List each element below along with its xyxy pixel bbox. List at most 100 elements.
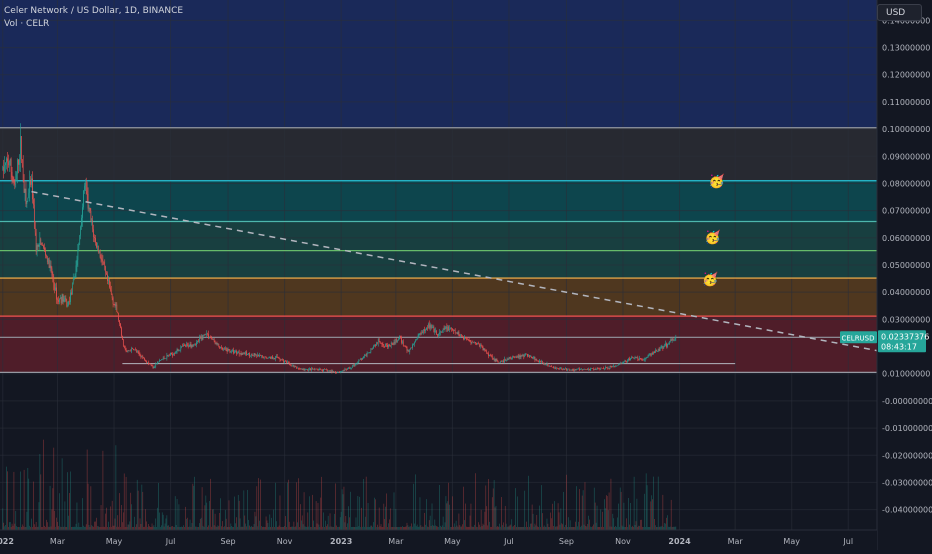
candle-body: [404, 346, 406, 347]
volume-bar: [265, 516, 267, 530]
candle-body: [622, 362, 624, 363]
volume-bar: [312, 494, 313, 530]
volume-bar: [303, 492, 305, 530]
candle-body: [555, 367, 557, 369]
candle-body: [284, 360, 285, 363]
volume-bar: [589, 519, 590, 530]
volume-bar: [181, 526, 183, 530]
candle-body: [176, 349, 178, 353]
y-tick-1: 0.13000000: [882, 44, 930, 53]
volume-bar: [46, 519, 47, 530]
volume-bar: [619, 487, 621, 530]
volume-bar: [478, 524, 480, 530]
volume-bar: [100, 505, 102, 530]
volume-bar: [73, 526, 75, 530]
volume-bar: [300, 520, 302, 530]
candle-body: [28, 192, 30, 198]
candle-body: [269, 356, 271, 358]
volume-bar: [489, 521, 490, 530]
volume-bar: [189, 519, 191, 530]
volume-bar: [361, 507, 362, 530]
fib-zone-3: [0, 221, 877, 251]
volume-bar: [173, 527, 175, 530]
candle-body: [562, 369, 564, 370]
volume-bar: [612, 513, 614, 530]
volume-bar: [577, 526, 578, 530]
candle-body: [501, 361, 502, 363]
candle-body: [272, 356, 273, 359]
volume-bar: [72, 526, 74, 530]
candle-body: [672, 338, 674, 341]
candle-body: [596, 368, 598, 370]
candle-body: [265, 356, 267, 358]
candle-body: [43, 245, 44, 248]
volume-bar: [496, 526, 498, 530]
volume-bar: [410, 526, 412, 530]
volume-bar: [237, 494, 239, 530]
candle-body: [479, 345, 481, 347]
volume-bar: [59, 493, 60, 530]
volume-bar: [375, 499, 376, 530]
candle-body: [629, 358, 630, 361]
candle-body: [382, 344, 384, 345]
candle-body: [275, 356, 276, 360]
volume-bar: [257, 526, 259, 530]
candle-body: [331, 370, 333, 373]
candle-body: [467, 339, 469, 341]
candle-body: [74, 273, 76, 278]
volume-bar: [561, 523, 563, 530]
x-tick-4: Sep: [221, 537, 236, 546]
candle-body: [138, 351, 140, 354]
y-tick-11: 0.03000000: [882, 315, 930, 324]
volume-bar: [104, 526, 106, 530]
candle-body: [590, 368, 591, 371]
y-tick-5: 0.09000000: [882, 152, 930, 161]
volume-bar: [603, 526, 604, 530]
volume-bar: [162, 514, 164, 530]
volume-bar: [602, 511, 603, 530]
candle-body: [553, 367, 554, 369]
volume-bar: [121, 505, 122, 530]
candle-body: [370, 349, 372, 353]
candle-body: [137, 350, 139, 352]
volume-bar: [226, 526, 228, 530]
currency-button[interactable]: USD: [877, 4, 922, 21]
price-tag-value: 0.02337376: [881, 332, 929, 341]
candle-body: [206, 333, 208, 335]
volume-legend[interactable]: Vol · CELR: [4, 19, 50, 29]
volume-bar: [309, 496, 310, 530]
chart-title[interactable]: Celer Network / US Dollar, 1D, BINANCE: [4, 6, 184, 16]
volume-bar: [293, 521, 295, 530]
volume-bar: [533, 526, 535, 530]
candle-body: [95, 237, 96, 243]
volume-bar: [359, 496, 361, 530]
candle-body: [576, 369, 577, 371]
candle-body: [326, 370, 328, 372]
volume-bar: [636, 498, 638, 530]
candle-body: [203, 334, 205, 336]
volume-bar: [319, 527, 321, 530]
volume-bar: [567, 526, 568, 530]
volume-bar: [363, 479, 364, 530]
candle-body: [514, 356, 515, 358]
candle-body: [558, 368, 560, 370]
candle-body: [68, 301, 69, 305]
candle-body: [502, 360, 503, 362]
volume-bar: [443, 526, 445, 530]
candle-body: [439, 332, 440, 334]
volume-bar: [499, 523, 501, 530]
x-tick-12: 2024: [668, 537, 691, 546]
volume-bar: [198, 523, 200, 530]
volume-bar: [56, 517, 57, 530]
candle-body: [192, 345, 194, 347]
candle-body: [391, 342, 393, 344]
candle-body: [103, 261, 105, 265]
volume-bar: [570, 526, 572, 530]
volume-bar: [541, 485, 542, 530]
candle-body: [593, 369, 595, 370]
volume-bar: [486, 506, 488, 530]
candle-body: [235, 350, 236, 352]
candle-body: [234, 351, 235, 354]
candle-body: [538, 361, 539, 363]
